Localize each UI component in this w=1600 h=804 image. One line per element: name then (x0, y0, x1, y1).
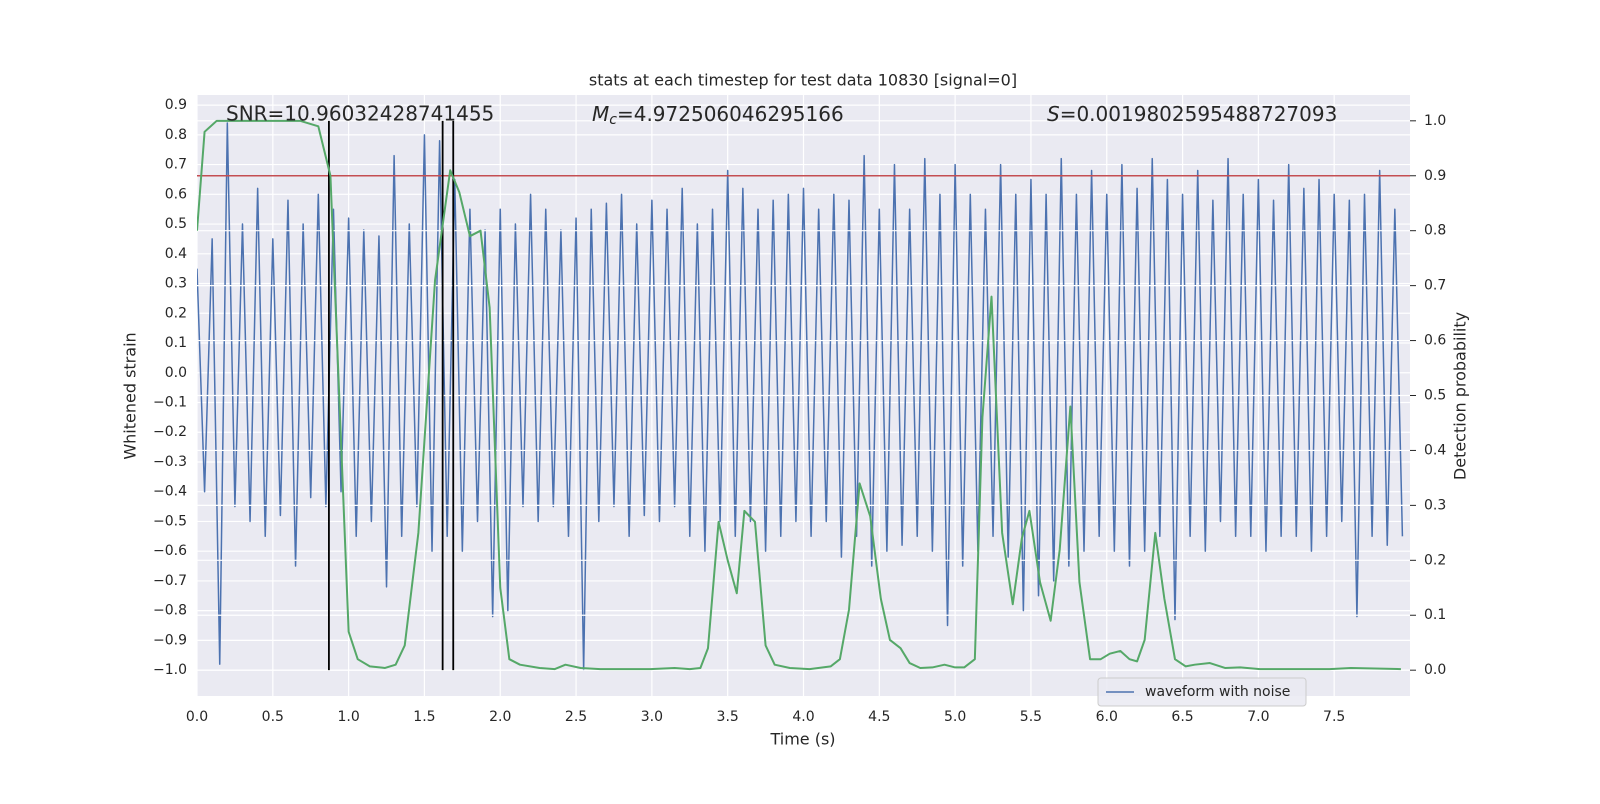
y-tick-label: −0.9 (153, 632, 187, 648)
y-tick-label: 0.3 (165, 276, 187, 292)
annotation-subscript: c (609, 112, 617, 128)
y2-tick-label: 0.9 (1424, 168, 1446, 184)
y2-tick-label: 0.3 (1424, 497, 1446, 513)
y-tick-label: −0.5 (153, 513, 187, 529)
y-tick-label: −0.7 (153, 573, 187, 589)
x-tick-label: 6.0 (1096, 709, 1118, 725)
y-tick-label: 0.9 (165, 97, 187, 113)
x-tick-label: 1.0 (337, 709, 359, 725)
y-tick-label: −0.1 (153, 394, 187, 410)
x-tick-label: 4.5 (868, 709, 890, 725)
x-axis-label: Time (s) (769, 730, 835, 749)
y-tick-label: −0.6 (153, 543, 187, 559)
y2-tick-label: 0.1 (1424, 607, 1446, 623)
y-axis-label: Whitened strain (121, 332, 140, 459)
y2-tick-label: 1.0 (1424, 113, 1446, 129)
x-tick-label: 2.5 (565, 709, 587, 725)
y-tick-label: 0.7 (165, 157, 187, 173)
x-tick-label: 0.5 (262, 709, 284, 725)
x-tick-label: 4.0 (792, 709, 814, 725)
y2-axis-label: Detection probability (1451, 312, 1470, 480)
y-tick-label: 0.4 (165, 246, 187, 262)
chart-title: stats at each timestep for test data 108… (589, 71, 1017, 90)
annotation-symbol: S (1047, 102, 1060, 126)
y-tick-label: −0.3 (153, 454, 187, 470)
x-tick-label: 3.5 (717, 709, 739, 725)
x-tick-label: 6.5 (1171, 709, 1193, 725)
legend-label: waveform with noise (1145, 684, 1290, 700)
x-tick-label: 7.0 (1247, 709, 1269, 725)
y2-tick-label: 0.7 (1424, 278, 1446, 294)
x-tick-label: 3.0 (641, 709, 663, 725)
y-tick-label: 0.2 (165, 305, 187, 321)
x-tick-label: 1.5 (413, 709, 435, 725)
y-tick-label: 0.0 (165, 365, 187, 381)
y-tick-label: 0.8 (165, 127, 187, 143)
annotation-text: =0.0019802595488727093 (1060, 102, 1338, 126)
labels: 0.0 0.5 1.0 1.5 2.0 2.5 3.0 3.5 4.0 4.5 5.0 5.5 6.0 6… (153, 97, 1446, 725)
x-tick-label: 7.5 (1323, 709, 1345, 725)
annotation-symbol: M (592, 102, 609, 126)
y-tick-label: 0.1 (165, 335, 187, 351)
x-tick-label: 5.5 (1020, 709, 1042, 725)
y2-tick-label: 0.2 (1424, 552, 1446, 568)
y-tick-label: 0.6 (165, 186, 187, 202)
y-tick-label: 0.5 (165, 216, 187, 232)
x-tick-label: 0.0 (186, 709, 208, 725)
y-tick-label: −0.4 (153, 484, 187, 500)
waveform-line (197, 122, 1404, 671)
annotation-text: =4.972506046295166 (617, 102, 844, 126)
y-tick-label: −0.2 (153, 424, 187, 440)
probability-line (197, 119, 1401, 671)
legend-box (1097, 677, 1307, 707)
y2-tick-label: 0.4 (1424, 442, 1446, 458)
y2-tick-label: 0.6 (1424, 333, 1446, 349)
y-tick-label: −0.8 (153, 603, 187, 619)
legend: waveform with noise (1097, 677, 1307, 707)
y2-tick-label: 0.5 (1424, 388, 1446, 404)
annotation: SNR=10.96032428741455 (226, 102, 494, 126)
y-tick-label: −1.0 (153, 662, 187, 678)
y2-tick-label: 0.8 (1424, 223, 1446, 239)
marks (197, 119, 1410, 671)
annotation: Mc=4.972506046295166 (592, 102, 844, 129)
x-tick-label: 2.0 (489, 709, 511, 725)
x-tick-label: 5.0 (944, 709, 966, 725)
annotation: S=0.0019802595488727093 (1047, 102, 1337, 126)
y2-tick-label: 0.0 (1424, 662, 1446, 678)
